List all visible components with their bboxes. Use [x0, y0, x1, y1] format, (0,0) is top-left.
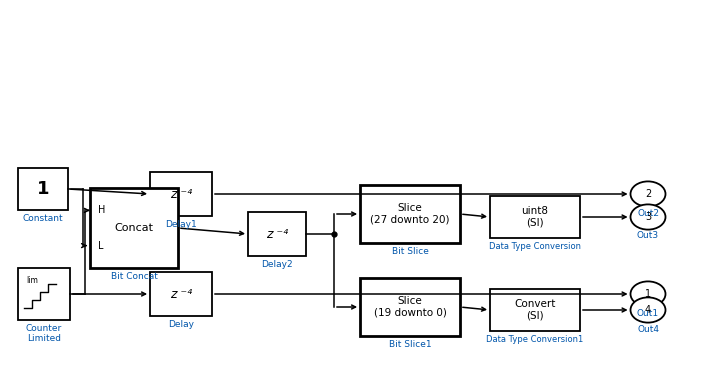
Text: Constant: Constant	[23, 214, 63, 223]
Ellipse shape	[630, 181, 665, 207]
Bar	[360, 278, 460, 336]
Text: Data Type Conversion1: Data Type Conversion1	[486, 335, 584, 344]
Text: 1: 1	[37, 180, 49, 198]
Bar	[490, 289, 580, 331]
Text: Slice
(19 downto 0): Slice (19 downto 0)	[374, 296, 447, 318]
Text: z ⁻⁴: z ⁻⁴	[266, 227, 288, 241]
Text: L: L	[98, 241, 103, 251]
Bar	[490, 196, 580, 238]
Text: Delay2: Delay2	[261, 260, 293, 269]
Text: Bit Slice1: Bit Slice1	[389, 340, 432, 349]
Text: Concat: Concat	[115, 223, 153, 233]
Text: 3: 3	[645, 212, 651, 222]
Bar	[150, 272, 212, 316]
Text: Slice
(27 downto 20): Slice (27 downto 20)	[370, 203, 450, 225]
Text: Out4: Out4	[637, 325, 659, 334]
Text: Out2: Out2	[637, 208, 659, 218]
Text: H: H	[98, 205, 105, 215]
Ellipse shape	[630, 204, 665, 230]
Bar	[90, 188, 178, 268]
Text: 4: 4	[645, 305, 651, 315]
Text: Delay1: Delay1	[165, 220, 197, 229]
Bar	[360, 185, 460, 243]
Text: Out1: Out1	[637, 308, 659, 317]
Text: Counter
Limited: Counter Limited	[26, 324, 62, 343]
Text: z ⁻⁴: z ⁻⁴	[170, 288, 192, 300]
Ellipse shape	[630, 297, 665, 323]
Bar	[150, 172, 212, 216]
Bar	[18, 268, 70, 320]
Text: 1: 1	[645, 289, 651, 299]
Text: Delay: Delay	[168, 320, 194, 329]
Text: lim: lim	[26, 276, 38, 285]
Text: Convert
(SI): Convert (SI)	[514, 299, 556, 321]
Text: 2: 2	[645, 189, 651, 199]
Bar	[18, 168, 68, 210]
Ellipse shape	[630, 281, 665, 307]
Text: uint8
(SI): uint8 (SI)	[521, 206, 549, 228]
Text: Out3: Out3	[637, 231, 659, 241]
Text: z ⁻⁴: z ⁻⁴	[170, 187, 192, 201]
Bar	[248, 212, 306, 256]
Text: Bit Concat: Bit Concat	[110, 272, 158, 281]
Text: Bit Slice: Bit Slice	[391, 247, 429, 256]
Text: Data Type Conversion: Data Type Conversion	[489, 242, 581, 251]
